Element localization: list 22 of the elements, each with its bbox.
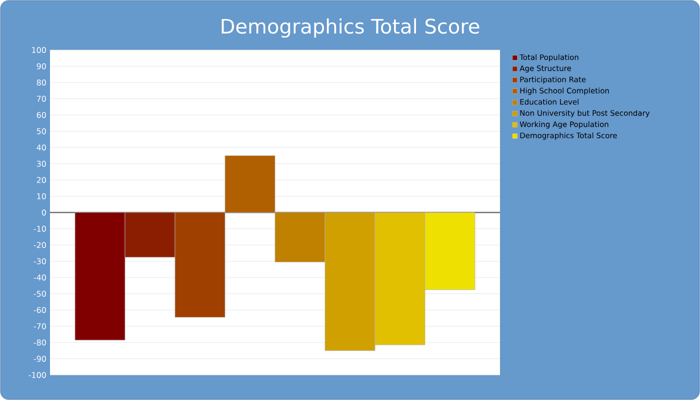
y-tick-label: -60 — [34, 306, 46, 314]
y-tick-label: 90 — [36, 63, 46, 70]
y-tick-label: -20 — [34, 242, 46, 248]
y-tick-label: -100 — [28, 372, 46, 378]
y-tick-label: 10 — [37, 193, 46, 200]
y-tick-label: -80 — [34, 339, 46, 346]
y-tick-label: 60 — [36, 112, 46, 118]
y-tick-label: 20 — [36, 176, 46, 184]
y-tick-label: -30 — [34, 258, 46, 264]
y-tick-label: 30 — [36, 160, 46, 167]
y-tick-label: 0 — [42, 209, 46, 216]
y-tick-label: 100 — [32, 46, 46, 54]
y-tick-label: -70 — [34, 323, 46, 330]
y-tick-label: 40 — [36, 144, 46, 151]
y-tick-label: -10 — [34, 226, 46, 232]
chart-title: Demographics Total Score — [222, 18, 480, 38]
y-tick-label: -90 — [34, 356, 46, 362]
y-tick-label: -40 — [34, 274, 46, 281]
y-tick-label: 70 — [36, 96, 46, 102]
y-tick-label: -50 — [34, 290, 46, 297]
y-tick-label: 80 — [36, 79, 46, 86]
y-tick-label: 50 — [36, 128, 46, 134]
